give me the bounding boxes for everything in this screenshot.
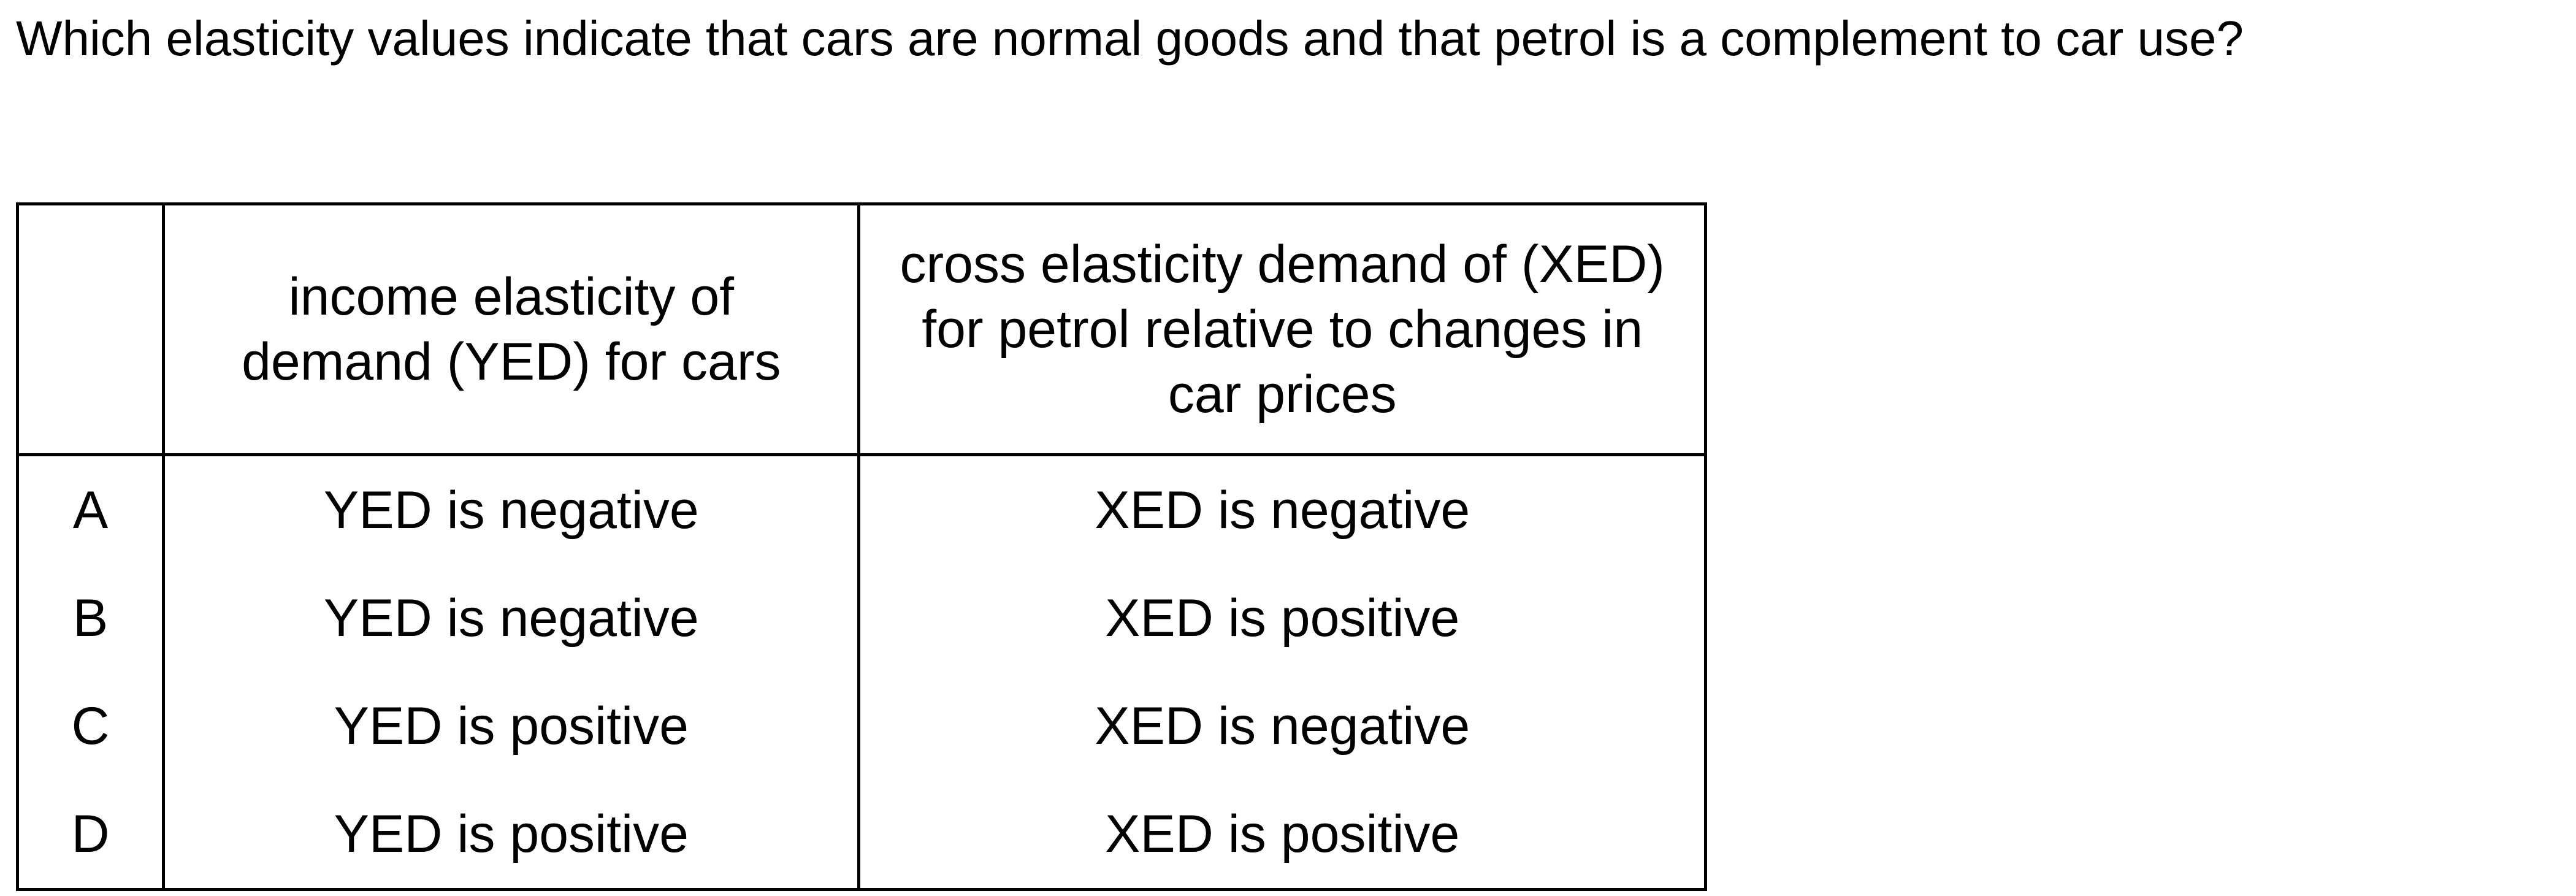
option-letter: C (15, 672, 166, 780)
option-yed-value: YED is negative (162, 564, 861, 672)
option-yed-value: YED is negative (162, 454, 861, 564)
header-yed-label: income elasticity of demand (YED) for ca… (242, 267, 781, 391)
header-yed-cell: income elasticity of demand (YED) for ca… (162, 202, 861, 456)
option-xed-value: XED is positive (857, 780, 1707, 891)
header-xed-cell: cross elasticity demand of (XED) for pet… (857, 202, 1707, 456)
option-letter: B (15, 564, 166, 672)
option-row-c: C YED is positive XED is negative (15, 672, 1707, 780)
table-header-row: income elasticity of demand (YED) for ca… (15, 202, 1707, 456)
option-letter: A (15, 454, 166, 564)
option-yed-value: YED is positive (162, 672, 861, 780)
option-row-a: A YED is negative XED is negative (15, 454, 1707, 564)
header-letter-cell (15, 202, 166, 456)
option-row-b: B YED is negative XED is positive (15, 564, 1707, 672)
option-xed-value: XED is positive (857, 564, 1707, 672)
question-text: Which elasticity values indicate that ca… (16, 11, 2244, 66)
option-letter: D (15, 780, 166, 891)
option-xed-value: XED is negative (857, 454, 1707, 564)
option-yed-value: YED is positive (162, 780, 861, 891)
answer-options-table: income elasticity of demand (YED) for ca… (15, 202, 1707, 891)
header-xed-label: cross elasticity demand of (XED) for pet… (900, 235, 1665, 424)
option-row-d: D YED is positive XED is positive (15, 780, 1707, 891)
option-xed-value: XED is negative (857, 672, 1707, 780)
